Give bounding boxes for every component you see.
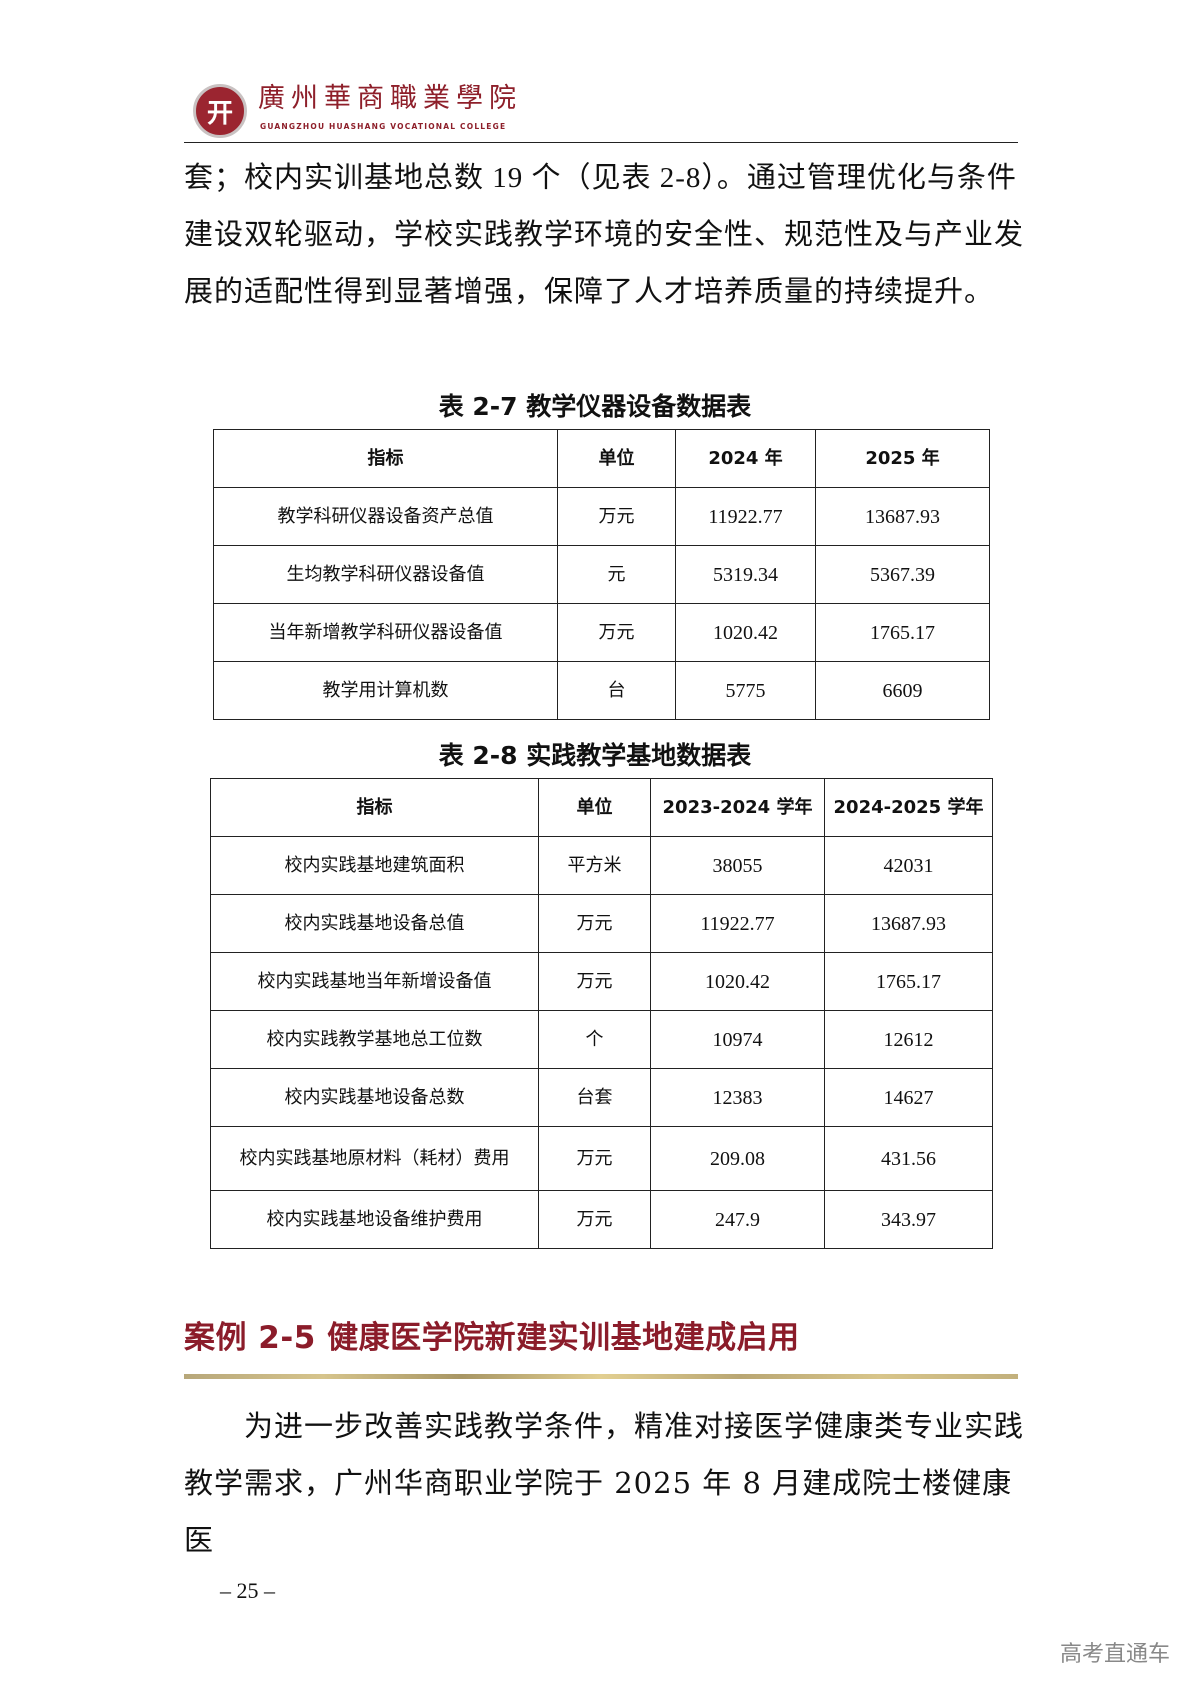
college-name-en: GUANGZHOU HUASHANG VOCATIONAL COLLEGE <box>260 122 507 131</box>
table-cell: 5367.39 <box>815 545 990 604</box>
table-cell: 431.56 <box>824 1126 993 1191</box>
table-cell: 个 <box>538 1010 651 1069</box>
table-cell: 教学科研仪器设备资产总值 <box>213 487 558 546</box>
equipment-table: 指标 单位 2024 年 2025 年教学科研仪器设备资产总值 万元 11922.77 13… <box>213 429 990 720</box>
table-cell: 校内实践基地设备总数 <box>210 1068 539 1127</box>
intro-paragraph: 套；校内实训基地总数 19 个（见表 2-8）。通过管理优化与条件建设双轮驱动，… <box>184 162 1025 308</box>
table-cell: 生均教学科研仪器设备值 <box>213 545 558 604</box>
column-header: 2024 年 <box>675 429 816 488</box>
column-header: 单位 <box>557 429 676 488</box>
table-row: 校内实践基地原材料（耗材）费用 万元 209.08 431.56 <box>210 1126 993 1191</box>
college-logo-emblem: 开 <box>193 84 247 138</box>
column-header: 单位 <box>538 778 651 837</box>
header-divider <box>184 142 1018 143</box>
table-cell: 209.08 <box>650 1126 825 1191</box>
table-cell: 1020.42 <box>675 603 816 662</box>
table-row: 校内实践基地建筑面积 平方米 38055 42031 <box>210 836 993 895</box>
table-cell: 元 <box>557 545 676 604</box>
column-header: 2023-2024 学年 <box>650 778 825 837</box>
table-cell: 42031 <box>824 836 993 895</box>
table-cell: 平方米 <box>538 836 651 895</box>
table-cell: 13687.93 <box>815 487 990 546</box>
table-cell: 校内实践基地设备总值 <box>210 894 539 953</box>
table-cell: 12612 <box>824 1010 993 1069</box>
table-cell: 台套 <box>538 1068 651 1127</box>
table-cell: 校内实践基地设备维护费用 <box>210 1190 539 1249</box>
table-cell: 6609 <box>815 661 990 720</box>
table-row: 校内实践基地当年新增设备值 万元 1020.42 1765.17 <box>210 952 993 1011</box>
table-row: 校内实践基地设备总数 台套 12383 14627 <box>210 1068 993 1127</box>
header-row: 指标 单位 2024 年 2025 年 <box>213 429 990 488</box>
table-cell: 12383 <box>650 1068 825 1127</box>
column-header: 2024-2025 学年 <box>824 778 993 837</box>
column-header: 指标 <box>213 429 558 488</box>
table-row: 校内实践基地设备总值 万元 11922.77 13687.93 <box>210 894 993 953</box>
table-cell: 台 <box>557 661 676 720</box>
table-cell: 13687.93 <box>824 894 993 953</box>
table-cell: 343.97 <box>824 1190 993 1249</box>
table-cell: 万元 <box>538 1126 651 1191</box>
table-cell: 1765.17 <box>815 603 990 662</box>
table-row: 教学用计算机数台 5775 6609 <box>213 661 990 720</box>
table-cell: 1020.42 <box>650 952 825 1011</box>
case-heading: 案例 2-5 健康医学院新建实训基地建成启用 <box>184 1320 800 1356</box>
watermark: 高考直通车 <box>1060 1642 1171 1667</box>
college-name-cn: 廣州華商職業學院 <box>258 83 522 114</box>
page-number: – 25 – <box>220 1578 275 1603</box>
table-cell: 万元 <box>538 952 651 1011</box>
table-cell: 11922.77 <box>675 487 816 546</box>
table-cell: 14627 <box>824 1068 993 1127</box>
table-cell: 万元 <box>557 603 676 662</box>
table-cell: 教学用计算机数 <box>213 661 558 720</box>
table-cell: 万元 <box>538 1190 651 1249</box>
table-cell: 11922.77 <box>650 894 825 953</box>
table-cell: 万元 <box>557 487 676 546</box>
table-cell: 当年新增教学科研仪器设备值 <box>213 603 558 662</box>
column-header: 2025 年 <box>815 429 990 488</box>
table2-title: 表 2-8 实践教学基地数据表 <box>438 741 752 770</box>
table-cell: 247.9 <box>650 1190 825 1249</box>
table-cell: 万元 <box>538 894 651 953</box>
table-cell: 5775 <box>675 661 816 720</box>
table-cell: 38055 <box>650 836 825 895</box>
table-row: 生均教学科研仪器设备值元 5319.34 5367.39 <box>213 545 990 604</box>
table-row: 教学科研仪器设备资产总值 万元 11922.77 13687.93 <box>213 487 990 546</box>
table-row: 校内实践教学基地总工位数个 10974 12612 <box>210 1010 993 1069</box>
column-header: 指标 <box>210 778 539 837</box>
practice-base-table: 指标 单位 2023-2024 学年 2024-2025 学年 校内实践基地建筑面积 平方… <box>210 778 993 1249</box>
table-row: 校内实践基地设备维护费用 万元 247.9 343.97 <box>210 1190 993 1249</box>
table-cell: 5319.34 <box>675 545 816 604</box>
table-cell: 10974 <box>650 1010 825 1069</box>
table-cell: 1765.17 <box>824 952 993 1011</box>
table-cell: 校内实践基地建筑面积 <box>210 836 539 895</box>
table-cell: 校内实践基地原材料（耗材）费用 <box>210 1126 539 1191</box>
gold-divider <box>184 1374 1018 1379</box>
header-row: 指标 单位 2023-2024 学年 2024-2025 学年 <box>210 778 993 837</box>
table-row: 当年新增教学科研仪器设备值 万元 1020.42 1765.17 <box>213 603 990 662</box>
table-cell: 校内实践基地当年新增设备值 <box>210 952 539 1011</box>
table1-title: 表 2-7 教学仪器设备数据表 <box>438 392 752 421</box>
table-cell: 校内实践教学基地总工位数 <box>210 1010 539 1069</box>
case-paragraph: 为进一步改善实践教学条件，精准对接医学健康类专业实践教学需求，广州华商职业学院于… <box>184 1409 1025 1557</box>
